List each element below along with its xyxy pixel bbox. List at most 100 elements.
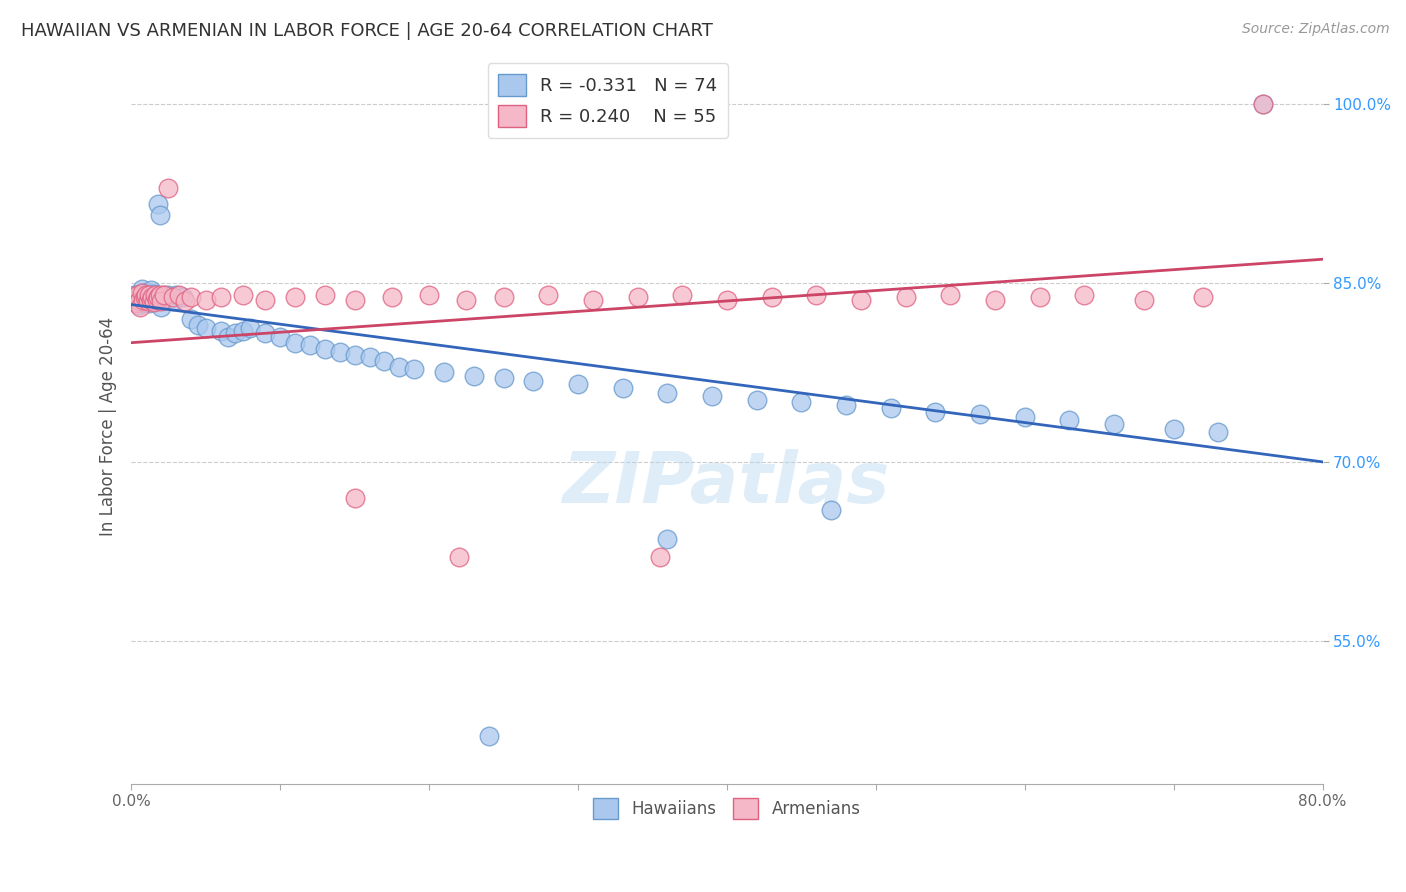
Point	[790, 395, 813, 409]
Point	[146, 290, 169, 304]
Point	[180, 290, 202, 304]
Point	[761, 290, 783, 304]
Point	[404, 362, 426, 376]
Point	[880, 401, 903, 416]
Point	[232, 324, 254, 338]
Point	[122, 290, 145, 304]
Point	[939, 288, 962, 302]
Point	[343, 293, 366, 307]
Text: HAWAIIAN VS ARMENIAN IN LABOR FORCE | AGE 20-64 CORRELATION CHART: HAWAIIAN VS ARMENIAN IN LABOR FORCE | AG…	[21, 22, 713, 40]
Point	[194, 321, 217, 335]
Point	[136, 292, 159, 306]
Point	[127, 290, 149, 304]
Point	[138, 288, 160, 302]
Point	[284, 290, 307, 304]
Point	[1073, 288, 1095, 302]
Point	[145, 289, 167, 303]
Point	[984, 293, 1007, 307]
Point	[135, 288, 157, 302]
Point	[254, 326, 277, 340]
Point	[492, 290, 515, 304]
Point	[582, 293, 605, 307]
Point	[141, 290, 163, 304]
Point	[148, 208, 170, 222]
Point	[433, 366, 456, 380]
Point	[456, 293, 478, 307]
Point	[132, 293, 155, 307]
Point	[232, 288, 254, 302]
Point	[969, 407, 991, 421]
Point	[537, 288, 560, 302]
Point	[1251, 97, 1274, 112]
Point	[835, 398, 858, 412]
Point	[143, 288, 166, 302]
Point	[314, 288, 336, 302]
Point	[139, 293, 162, 307]
Point	[194, 293, 217, 307]
Point	[418, 288, 440, 302]
Point	[269, 329, 291, 343]
Point	[849, 293, 872, 307]
Point	[131, 290, 153, 304]
Point	[138, 289, 160, 303]
Point	[125, 296, 148, 310]
Point	[388, 359, 411, 374]
Y-axis label: In Labor Force | Age 20-64: In Labor Force | Age 20-64	[100, 317, 117, 536]
Point	[153, 288, 176, 302]
Point	[359, 350, 381, 364]
Point	[131, 285, 153, 300]
Point	[134, 290, 156, 304]
Point	[172, 290, 194, 304]
Point	[1059, 413, 1081, 427]
Point	[447, 550, 470, 565]
Point	[657, 385, 679, 400]
Point	[463, 369, 485, 384]
Point	[522, 374, 544, 388]
Point	[1102, 417, 1125, 431]
Point	[132, 285, 155, 300]
Point	[128, 293, 150, 308]
Point	[298, 338, 321, 352]
Point	[122, 288, 145, 302]
Text: ZIPatlas: ZIPatlas	[564, 449, 890, 518]
Point	[142, 286, 165, 301]
Point	[135, 290, 157, 304]
Point	[648, 550, 671, 565]
Point	[150, 300, 173, 314]
Legend: Hawaiians, Armenians: Hawaiians, Armenians	[586, 792, 868, 825]
Point	[136, 293, 159, 308]
Point	[129, 300, 152, 314]
Point	[157, 180, 180, 194]
Point	[127, 288, 149, 302]
Point	[209, 324, 232, 338]
Point	[134, 288, 156, 302]
Point	[478, 729, 501, 743]
Point	[162, 290, 184, 304]
Point	[381, 290, 404, 304]
Point	[671, 288, 693, 302]
Point	[239, 321, 262, 335]
Point	[806, 288, 828, 302]
Point	[146, 197, 169, 211]
Point	[209, 290, 232, 304]
Point	[820, 502, 842, 516]
Point	[135, 295, 157, 310]
Point	[894, 290, 917, 304]
Point	[153, 288, 176, 302]
Point	[626, 290, 648, 304]
Text: Source: ZipAtlas.com: Source: ZipAtlas.com	[1241, 22, 1389, 37]
Point	[612, 381, 634, 395]
Point	[139, 293, 162, 307]
Point	[1028, 290, 1050, 304]
Point	[128, 297, 150, 311]
Point	[141, 290, 163, 304]
Point	[165, 288, 187, 302]
Point	[745, 392, 768, 407]
Point	[700, 389, 723, 403]
Point	[254, 293, 277, 307]
Point	[1208, 425, 1230, 439]
Point	[217, 329, 239, 343]
Point	[343, 348, 366, 362]
Point	[373, 353, 395, 368]
Point	[492, 371, 515, 385]
